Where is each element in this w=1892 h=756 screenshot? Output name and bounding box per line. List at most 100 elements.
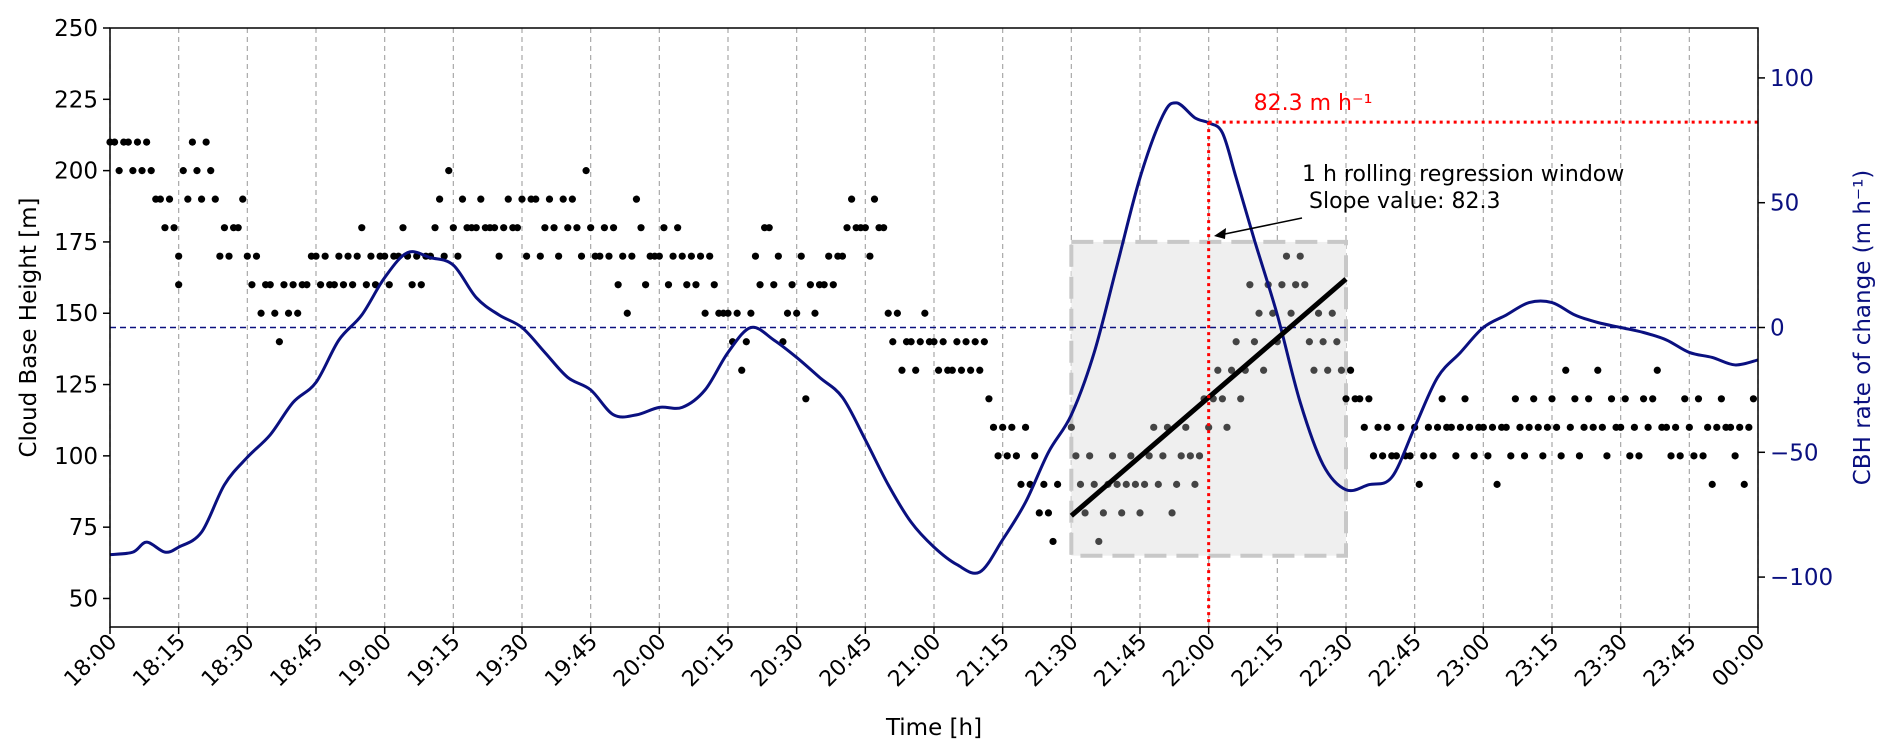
cbh-point [1681,395,1689,403]
x-tick-label: 19:30 [472,630,535,693]
cbh-point [1438,395,1446,403]
x-tick-label: 23:00 [1433,630,1496,693]
window-point [1086,452,1094,460]
cbh-point [1552,423,1561,431]
cbh-point [1479,423,1487,431]
cbh-point [536,252,544,260]
cbh-point [115,167,123,175]
cbh-point [701,309,709,317]
cbh-point [1456,423,1465,431]
cbh-point [971,338,979,346]
cbh-point [1713,423,1721,431]
cbh-point [706,252,714,260]
cbh-point [829,281,837,289]
cbh-point [577,252,586,260]
x-tick-label: 20:45 [815,630,878,693]
window-point [1191,480,1199,488]
cbh-point [1543,423,1552,431]
cbh-point [358,224,366,232]
cbh-point [1406,452,1414,460]
cbh-point [339,281,348,289]
x-tick-label: 21:15 [952,630,1015,693]
cbh-point [980,338,988,346]
x-tick-label: 22:00 [1158,630,1221,693]
window-point [1122,480,1130,488]
cbh-point [1021,423,1030,431]
y-tick-label: 125 [54,373,98,399]
cbh-point [756,281,764,289]
window-point [1269,309,1277,317]
cbh-point [129,167,137,175]
cbh-point [133,138,142,146]
x-tick-label: 18:00 [60,630,123,693]
cbh-point [623,309,631,317]
cbh-point [614,281,622,289]
cbh-point [953,338,961,346]
cbh-point [239,195,247,203]
window-point [1337,366,1346,374]
x-tick-label: 20:30 [746,630,809,693]
cbh-point [898,366,906,374]
cbh-point [1639,395,1648,403]
cbh-point [175,252,183,260]
cbh-point [838,252,847,260]
cbh-point [1607,395,1616,403]
window-point [1292,281,1300,289]
cbh-point [202,138,210,146]
cbh-point [271,309,279,317]
cbh-point [367,252,375,260]
cbh-point [1653,366,1661,374]
cbh-point [1621,395,1629,403]
cbh-point [321,252,329,260]
window-point [1081,509,1089,517]
cbh-point [220,224,229,232]
regression-label-line1: 1 h rolling regression window [1302,162,1624,187]
cbh-point [674,224,682,232]
window-point [1218,395,1226,403]
x-axis-label: Time [h] [885,715,982,741]
cbh-point [1617,423,1625,431]
cbh-point [564,224,572,232]
cbh-point [948,366,956,374]
cbh-point [234,224,242,232]
window-point [1223,423,1231,431]
window-point [1282,252,1291,260]
cbh-point [600,224,609,232]
cbh-point [770,281,778,289]
cbh-point [788,281,796,289]
window-point [1118,509,1126,517]
window-point [1310,366,1318,374]
cbh-point [1635,452,1643,460]
x-tick-label: 20:15 [678,630,741,693]
cbh-points [106,138,1758,546]
cbh-point [1040,480,1048,488]
cbh-point [1745,423,1753,431]
cbh-point [216,252,224,260]
cbh-point [957,366,966,374]
cbh-point [683,281,691,289]
cbh-point [774,252,782,260]
cbh-point [504,195,512,203]
cbh-point [696,252,705,260]
cbh-point [742,338,750,346]
cbh-point [188,138,196,146]
y2-axis-label: CBH rate of change (m h⁻¹) [1850,170,1876,486]
cbh-point [522,252,531,260]
cbh-point [408,281,416,289]
cbh-point [1548,395,1556,403]
cbh-point [266,281,274,289]
x-tick-label: 22:15 [1227,630,1290,693]
cbh-point [1397,423,1405,431]
cbh-point [1571,395,1579,403]
cbh-point [1562,366,1570,374]
window-point [1250,338,1259,346]
window-point [1090,480,1098,488]
cbh-point [861,224,869,232]
x-tick-label: 23:15 [1502,630,1565,693]
cbh-point [1530,395,1538,403]
y-tick-label: 100 [54,444,98,470]
cbh-point [344,252,352,260]
window-point [1154,480,1162,488]
cbh-point [1012,452,1021,460]
